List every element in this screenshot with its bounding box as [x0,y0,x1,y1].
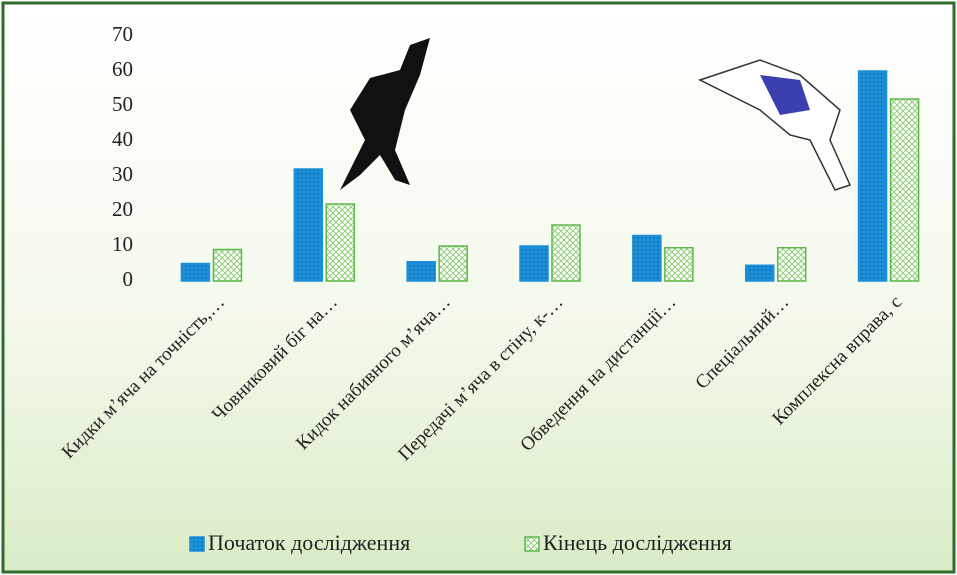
y-tick-label: 10 [112,232,133,256]
y-tick-label: 30 [112,162,133,186]
legend-swatch [524,536,540,552]
bar [180,262,211,282]
bar [325,203,356,282]
y-tick-label: 20 [112,197,133,221]
y-tick-label: 70 [112,22,133,46]
bar [438,245,468,282]
legend-label: Початок дослідження [208,530,410,555]
decoration [340,38,852,191]
bar [632,234,662,282]
bar [406,261,436,282]
y-tick-label: 40 [112,127,133,151]
bar [293,168,324,282]
bar [664,247,694,282]
bar [776,247,807,282]
bar [889,98,920,282]
y-tick-label: 60 [112,57,133,81]
legend-label: Кінець дослідження [543,530,732,555]
bar [519,245,549,282]
bar [857,70,888,282]
bar [551,224,581,282]
bar [744,264,775,282]
y-tick-label: 50 [112,92,133,116]
y-tick-label: 0 [123,267,134,291]
bar [212,248,243,282]
legend-swatch [189,536,205,552]
